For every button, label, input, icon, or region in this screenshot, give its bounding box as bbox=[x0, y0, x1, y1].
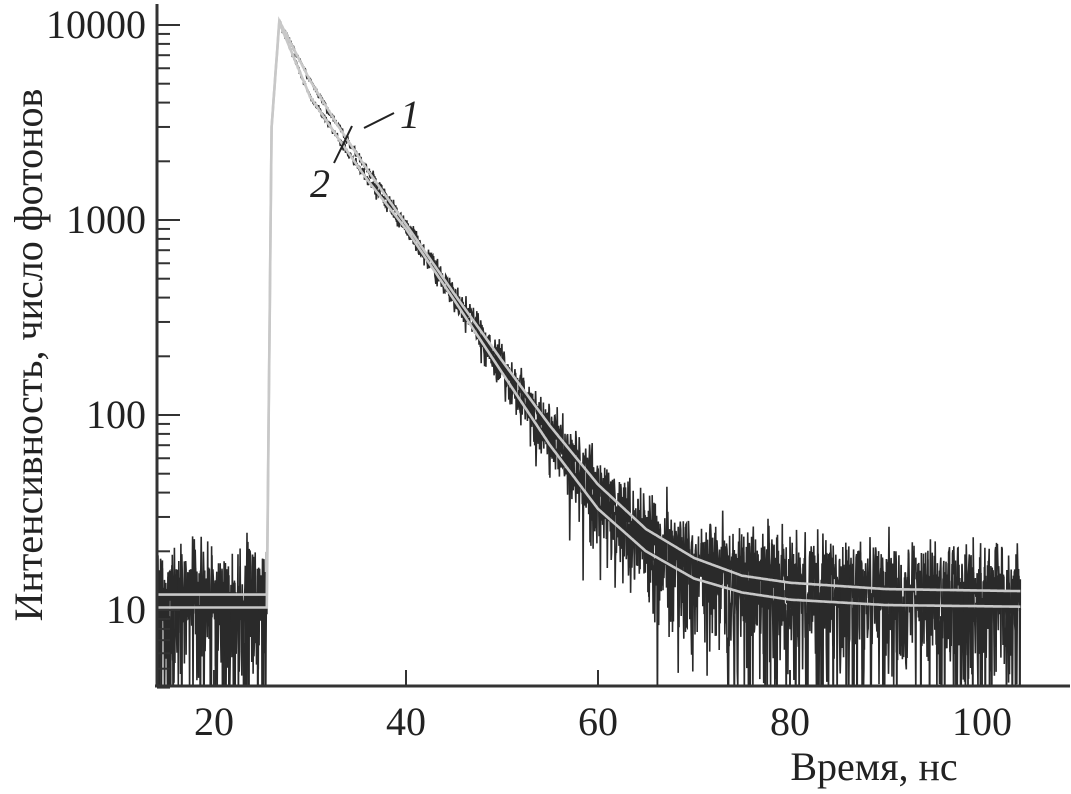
label-2-leader bbox=[333, 125, 353, 164]
plot-area bbox=[157, 16, 1022, 686]
x-tick-label: 80 bbox=[770, 699, 810, 744]
x-tick-label: 40 bbox=[386, 699, 426, 744]
series-label-1: 1 bbox=[400, 92, 420, 137]
x-tick-label: 100 bbox=[952, 699, 1012, 744]
series-label-2: 2 bbox=[310, 161, 330, 206]
series-2-fit bbox=[157, 22, 1021, 609]
series-1-fit bbox=[157, 16, 1021, 596]
y-tick-label: 10000 bbox=[46, 2, 146, 47]
y-tick-label: 100 bbox=[86, 392, 146, 437]
x-tick-label: 60 bbox=[578, 699, 618, 744]
axes bbox=[155, 4, 1070, 689]
y-tick-label: 1000 bbox=[66, 197, 146, 242]
x-axis-title: Время, нс bbox=[790, 744, 957, 789]
series-1-data bbox=[157, 19, 1022, 686]
y-axis-title: Интенсивность, число фотонов bbox=[6, 89, 51, 622]
series-2-data bbox=[157, 19, 1022, 686]
label-1-leader bbox=[363, 112, 395, 129]
x-tick-label: 20 bbox=[194, 699, 234, 744]
y-tick-label: 10 bbox=[106, 587, 146, 632]
